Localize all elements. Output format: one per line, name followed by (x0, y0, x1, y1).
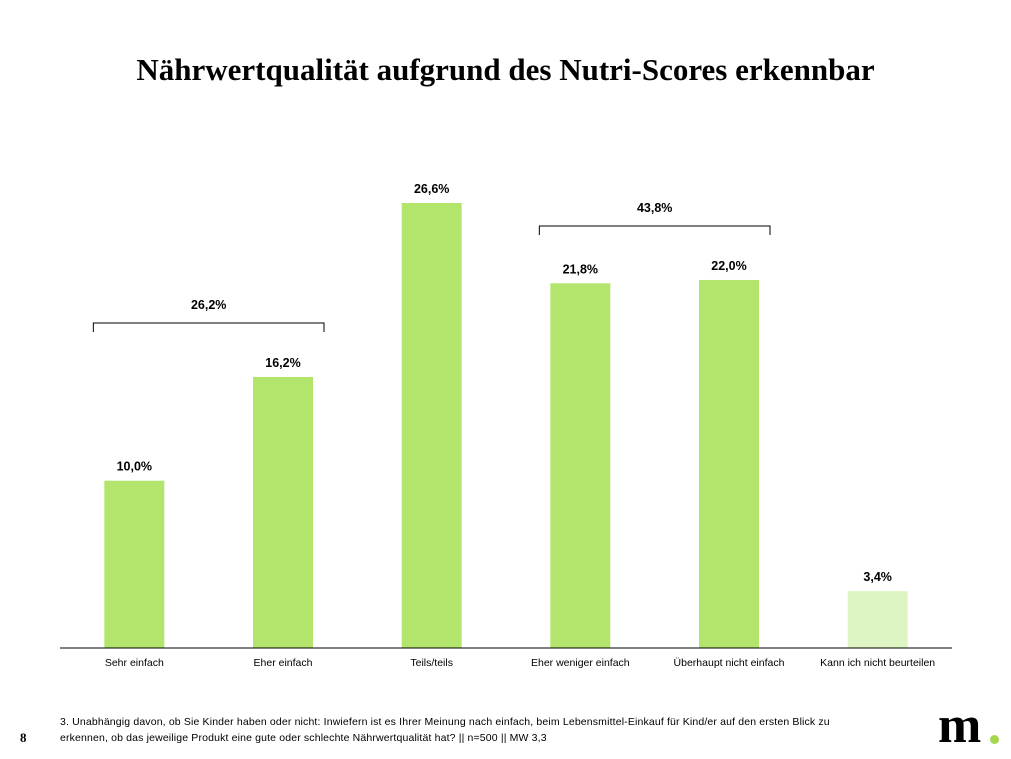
group-label: 26,2% (191, 298, 226, 312)
footnote: 3. Unabhängig davon, ob Sie Kinder haben… (60, 716, 830, 744)
x-tick-label: Kann ich nicht beurteilen (820, 657, 935, 669)
brand-logo-dot (990, 735, 999, 744)
data-label: 3,4% (863, 570, 892, 584)
brand-logo: m (938, 697, 982, 754)
bar (104, 480, 165, 648)
data-label: 16,2% (265, 356, 300, 370)
x-tick-label: Überhaupt nicht einfach (674, 657, 785, 669)
bar (699, 279, 759, 648)
x-tick-label: Eher einfach (254, 657, 313, 669)
bar (253, 376, 313, 648)
group-label: 43,8% (637, 201, 672, 215)
group-bracket (92, 322, 325, 332)
data-label: 22,0% (711, 259, 746, 273)
x-tick-label: Eher weniger einfach (531, 657, 630, 669)
bar-chart: 10,0% Sehr einfach 16,2% Eher einfach 26,6% T… (60, 182, 952, 669)
group-bracket (538, 225, 771, 235)
data-label: 10,0% (117, 460, 152, 474)
x-tick-label: Sehr einfach (105, 657, 164, 669)
data-label: 26,6% (414, 182, 449, 196)
x-tick-label: Teils/teils (410, 657, 453, 669)
bar (550, 283, 611, 648)
chart-title: Nährwertqualität aufgrund des Nutri-Scor… (136, 52, 875, 87)
data-label: 21,8% (563, 262, 598, 276)
page-number: 8 (20, 730, 27, 745)
bar (401, 203, 462, 648)
bar (847, 591, 908, 648)
